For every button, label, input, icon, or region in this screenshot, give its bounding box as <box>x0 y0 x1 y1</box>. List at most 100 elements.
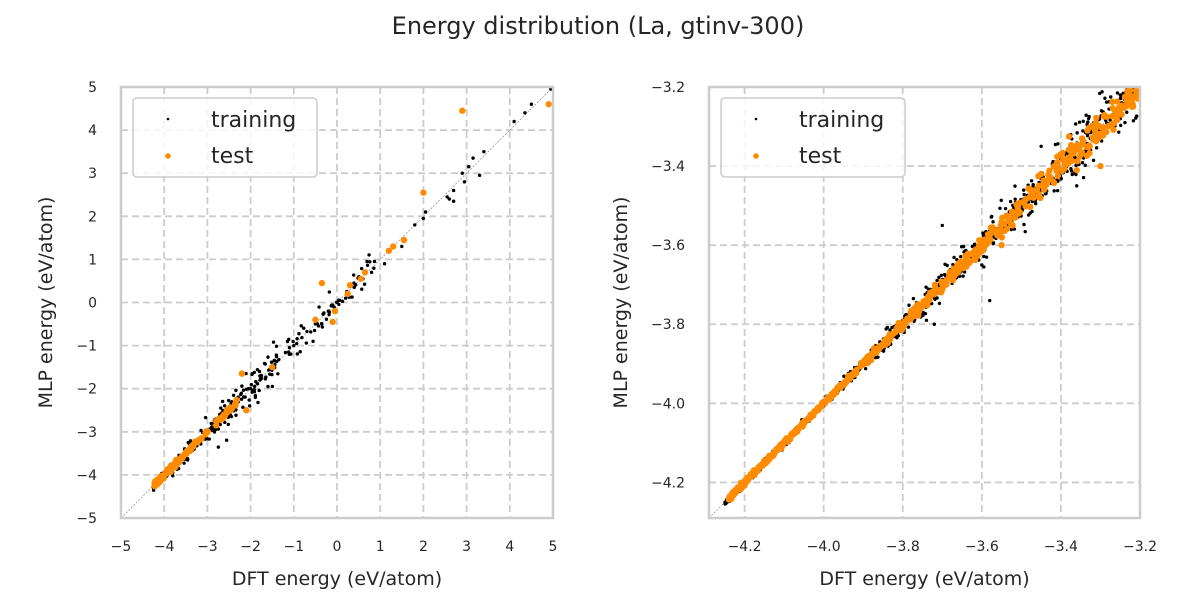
training-point <box>923 311 928 316</box>
test-point <box>1097 162 1104 170</box>
legend: training test <box>132 97 318 178</box>
training-point <box>1069 167 1073 171</box>
test-point <box>808 412 815 419</box>
data-points <box>151 87 553 492</box>
test-point <box>232 400 239 407</box>
training-point <box>940 223 944 228</box>
training-point <box>1091 158 1096 163</box>
y-tick-label: −4 <box>76 468 97 484</box>
figure-title: Energy distribution (La, gtinv-300) <box>392 12 805 40</box>
training-point <box>1138 65 1141 68</box>
test-point <box>1037 194 1044 202</box>
training-point <box>335 300 339 305</box>
training-point <box>207 437 211 441</box>
x-tick-label: −4.0 <box>807 539 841 555</box>
test-point <box>361 269 369 276</box>
test-point <box>1124 99 1131 106</box>
test-point <box>858 359 865 366</box>
training-point <box>239 391 244 396</box>
training-point <box>353 283 358 287</box>
test-point <box>948 269 955 277</box>
test-point <box>907 316 914 323</box>
test-point <box>1054 160 1061 167</box>
training-point <box>222 404 227 408</box>
training-point <box>255 382 260 386</box>
test-point <box>168 463 175 471</box>
training-point <box>467 165 471 169</box>
test-point <box>912 308 920 315</box>
legend: training test <box>720 97 906 178</box>
test-point <box>1040 186 1048 193</box>
training-point <box>304 341 309 345</box>
training-point <box>1074 172 1078 177</box>
test-point <box>1054 153 1061 160</box>
training-point <box>400 244 404 249</box>
test-point <box>269 363 276 371</box>
test-point <box>931 281 939 289</box>
training-point <box>876 355 880 359</box>
training-point <box>1022 222 1026 227</box>
training-point <box>320 325 325 329</box>
training-point <box>302 326 306 330</box>
training-point <box>1083 163 1087 167</box>
training-point <box>258 377 263 381</box>
test-point <box>1092 138 1100 145</box>
training-point <box>451 199 456 203</box>
training-point <box>329 304 333 308</box>
training-point <box>421 216 426 221</box>
y-tick-label: −4.2 <box>651 475 685 491</box>
test-point <box>788 432 795 439</box>
training-point <box>239 397 244 401</box>
training-point <box>549 87 553 91</box>
training-point <box>1026 213 1031 217</box>
training-point <box>212 428 217 433</box>
training-point <box>945 263 949 268</box>
x-axis-label: DFT energy (eV/atom) <box>819 568 1029 590</box>
training-point <box>359 266 364 271</box>
training-point <box>1131 119 1136 123</box>
training-point <box>1023 229 1027 234</box>
training-point <box>247 404 252 408</box>
x-tick-label: −3.4 <box>1044 539 1078 555</box>
training-point <box>1056 142 1060 146</box>
training-point <box>1029 179 1034 183</box>
training-point <box>989 215 994 219</box>
x-tick-label: −3.2 <box>1123 539 1157 555</box>
training-point <box>247 398 251 402</box>
test-point <box>1065 146 1073 153</box>
training-point <box>365 263 370 268</box>
training-point <box>959 254 963 259</box>
test-point <box>385 247 393 254</box>
test-point <box>930 290 937 297</box>
test-point <box>1037 170 1045 178</box>
test-point <box>420 189 427 196</box>
test-point <box>902 319 909 326</box>
training-point <box>276 372 280 376</box>
training-point <box>932 322 937 326</box>
test-point <box>735 485 742 492</box>
test-series <box>725 87 1140 503</box>
training-point <box>999 198 1003 202</box>
test-point <box>318 279 326 287</box>
training-point <box>299 324 303 328</box>
training-point <box>1121 79 1124 82</box>
data-points <box>723 65 1141 506</box>
test-point <box>400 236 408 244</box>
training-point <box>360 287 364 291</box>
legend-training-label: training <box>211 108 296 133</box>
training-point <box>253 393 258 398</box>
test-point <box>188 445 195 452</box>
test-point <box>1118 102 1125 109</box>
training-point <box>924 318 929 322</box>
y-tick-label: 1 <box>88 252 97 268</box>
training-point <box>231 393 236 398</box>
test-point <box>1058 167 1066 175</box>
test-point <box>998 219 1005 226</box>
training-point <box>1118 96 1123 101</box>
training-point <box>244 371 248 376</box>
training-point <box>451 188 456 193</box>
training-point <box>1022 192 1026 197</box>
test-point <box>875 346 882 353</box>
test-point <box>730 489 737 497</box>
